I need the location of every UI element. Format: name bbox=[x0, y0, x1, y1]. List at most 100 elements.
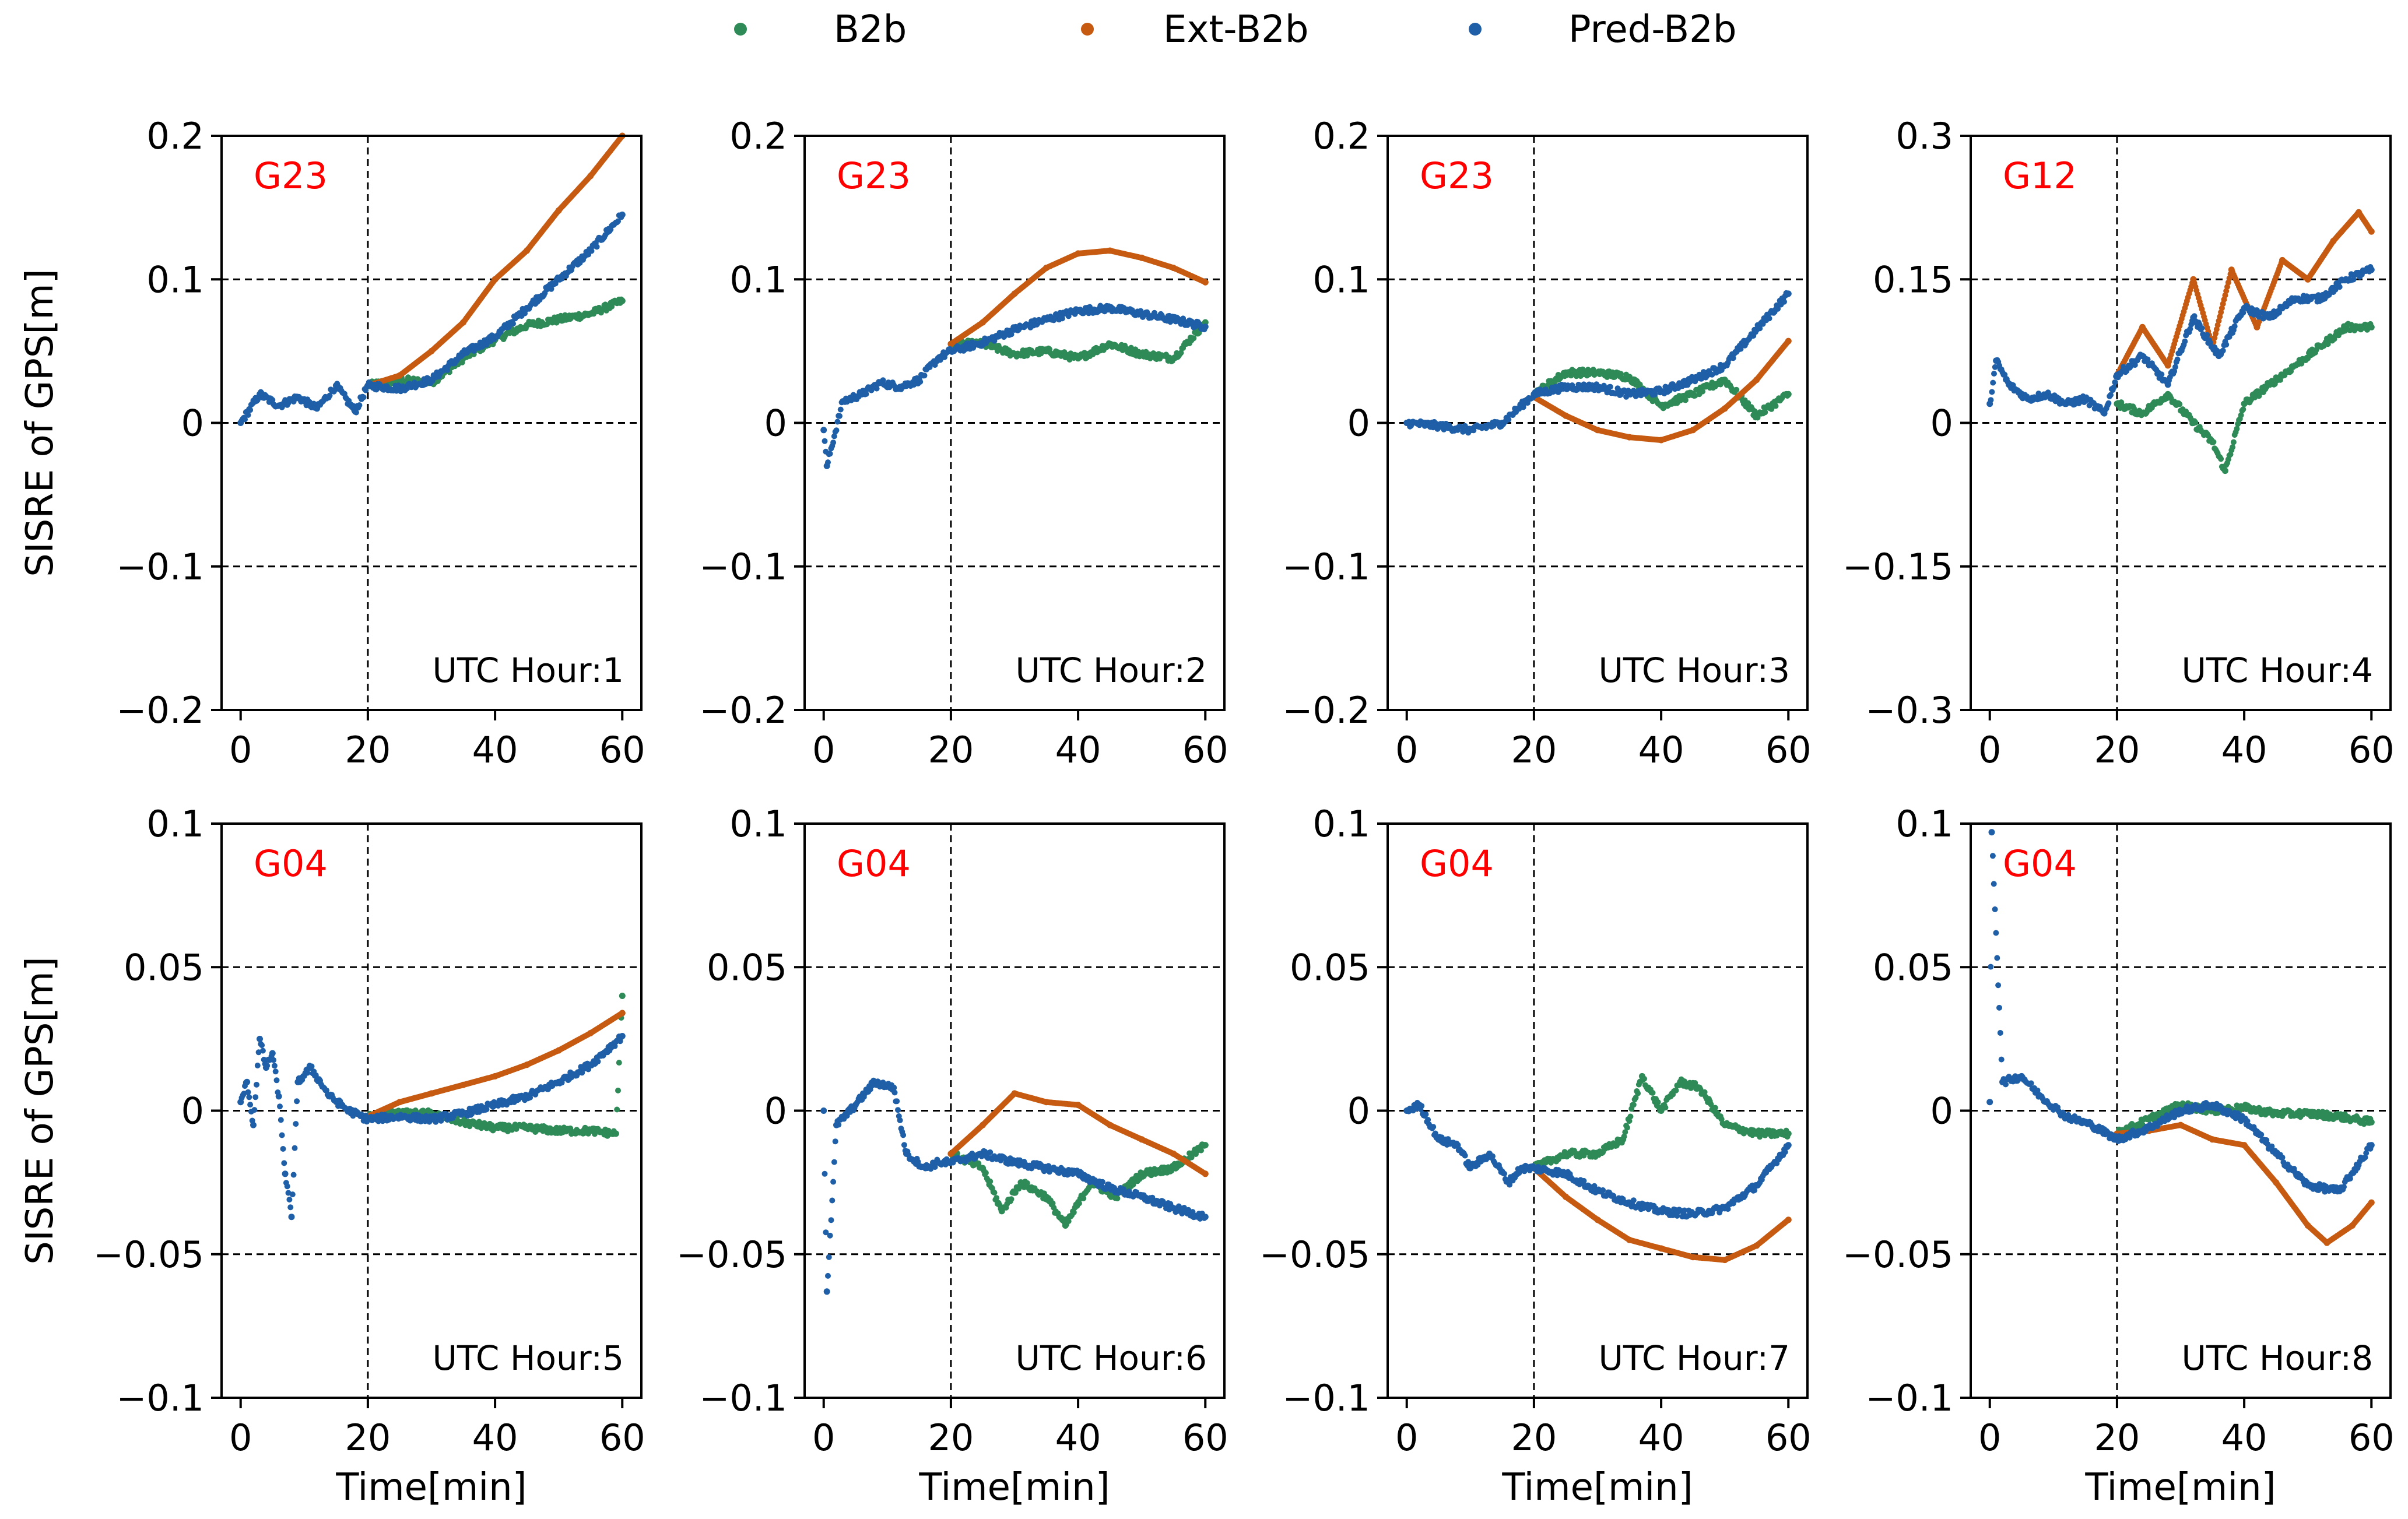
data-point bbox=[1008, 1196, 1015, 1202]
data-point bbox=[510, 321, 516, 327]
data-point bbox=[917, 379, 924, 385]
data-point bbox=[264, 1063, 271, 1069]
data-point bbox=[1733, 386, 1740, 393]
data-point bbox=[2220, 347, 2226, 354]
y-tick-label: 0.15 bbox=[1873, 258, 1953, 301]
x-tick-label: 20 bbox=[2094, 729, 2140, 771]
legend-label-pred-b2b: Pred-B2b bbox=[1568, 8, 1736, 51]
data-point bbox=[2240, 310, 2246, 316]
data-point bbox=[837, 413, 843, 419]
data-point bbox=[277, 1103, 283, 1110]
data-point bbox=[252, 1094, 259, 1100]
data-point bbox=[615, 1087, 621, 1093]
data-point bbox=[2172, 364, 2178, 370]
data-point bbox=[2112, 379, 2118, 385]
utc-hour-label: UTC Hour:4 bbox=[2181, 651, 2373, 690]
data-point bbox=[1990, 379, 1996, 386]
x-tick-label: 60 bbox=[599, 1416, 645, 1459]
data-point bbox=[826, 1254, 832, 1260]
subplot-utc-hour-2: 0 20 40 60−0.2−0.100.10.2 G23 UTC Hour:2 bbox=[699, 115, 1228, 771]
x-tick-label: 0 bbox=[1395, 729, 1418, 771]
data-point bbox=[483, 1106, 490, 1113]
data-point bbox=[2240, 406, 2246, 413]
x-tick-label: 20 bbox=[345, 1416, 391, 1459]
x-tick-label: 40 bbox=[1055, 729, 1101, 771]
data-point bbox=[288, 1214, 295, 1221]
y-tick-label: 0.1 bbox=[1312, 258, 1370, 301]
satellite-label: G23 bbox=[1420, 154, 1494, 197]
data-point bbox=[1772, 403, 1779, 409]
data-point bbox=[618, 296, 624, 303]
y-tick-label: 0.1 bbox=[146, 803, 204, 845]
data-point bbox=[254, 1081, 259, 1088]
data-point bbox=[851, 1105, 858, 1112]
data-point bbox=[284, 1183, 290, 1190]
data-point bbox=[827, 1232, 833, 1239]
y-tick-label: −0.2 bbox=[116, 689, 204, 732]
y-tick-label: −0.1 bbox=[116, 546, 204, 588]
data-point bbox=[2174, 356, 2181, 363]
data-point bbox=[618, 1011, 624, 1017]
data-point bbox=[281, 1160, 287, 1166]
data-point bbox=[360, 394, 367, 400]
data-point bbox=[863, 391, 869, 397]
data-point bbox=[825, 1272, 831, 1279]
data-point bbox=[289, 1191, 296, 1198]
data-point bbox=[293, 1121, 299, 1127]
data-point bbox=[287, 1204, 294, 1211]
data-point bbox=[2191, 313, 2198, 319]
data-point bbox=[271, 1057, 277, 1063]
data-point bbox=[246, 1094, 252, 1100]
y-tick-label: 0 bbox=[1930, 402, 1953, 445]
data-point bbox=[247, 407, 254, 413]
data-point bbox=[836, 1121, 842, 1128]
data-point bbox=[1041, 1190, 1047, 1197]
y-tick-label: −0.3 bbox=[1865, 689, 1953, 732]
y-tick-label: 0.05 bbox=[124, 946, 204, 989]
data-point bbox=[280, 1146, 286, 1152]
x-tick-label: 60 bbox=[1765, 729, 1812, 771]
data-point bbox=[350, 403, 356, 409]
data-point bbox=[1991, 371, 1997, 377]
x-tick-label: 40 bbox=[1638, 729, 1684, 771]
data-point bbox=[932, 1164, 938, 1170]
data-point bbox=[831, 1159, 837, 1165]
data-point bbox=[823, 1288, 830, 1295]
data-point bbox=[2367, 321, 2374, 327]
x-tick-label: 20 bbox=[345, 729, 391, 771]
data-point bbox=[822, 438, 828, 444]
data-point bbox=[825, 459, 831, 466]
data-point bbox=[612, 1131, 618, 1137]
y-tick-label: −0.2 bbox=[1282, 689, 1370, 732]
data-point bbox=[834, 419, 841, 425]
x-tick-label: 60 bbox=[599, 729, 645, 771]
x-tick-label: 0 bbox=[812, 729, 835, 771]
data-point bbox=[257, 1035, 263, 1042]
legend-marker-b2b bbox=[734, 23, 747, 36]
data-point bbox=[1781, 298, 1787, 305]
x-tick-label: 40 bbox=[472, 1416, 518, 1459]
data-point bbox=[991, 1190, 998, 1196]
data-point bbox=[292, 1145, 298, 1151]
data-point bbox=[247, 1102, 254, 1108]
data-point bbox=[901, 1142, 907, 1148]
data-point bbox=[2210, 439, 2217, 445]
data-point bbox=[2105, 400, 2112, 406]
y-axis-label: SISRE of GPS[m] bbox=[19, 269, 62, 577]
y-tick-label: −0.2 bbox=[699, 689, 787, 732]
y-tick-label: −0.1 bbox=[116, 1377, 204, 1419]
data-point bbox=[1766, 315, 1772, 322]
data-point bbox=[356, 402, 363, 409]
data-point bbox=[255, 395, 262, 401]
legend-label-ext-b2b: Ext-B2b bbox=[1163, 8, 1308, 51]
data-point bbox=[1201, 1142, 1207, 1149]
data-point bbox=[615, 218, 621, 224]
data-point bbox=[273, 1077, 280, 1084]
data-point bbox=[459, 359, 465, 365]
data-point bbox=[833, 427, 840, 434]
y-tick-label: 0.2 bbox=[1312, 115, 1370, 157]
data-point bbox=[2367, 264, 2374, 270]
y-tick-label: 0 bbox=[764, 402, 787, 445]
data-point bbox=[249, 1117, 255, 1124]
